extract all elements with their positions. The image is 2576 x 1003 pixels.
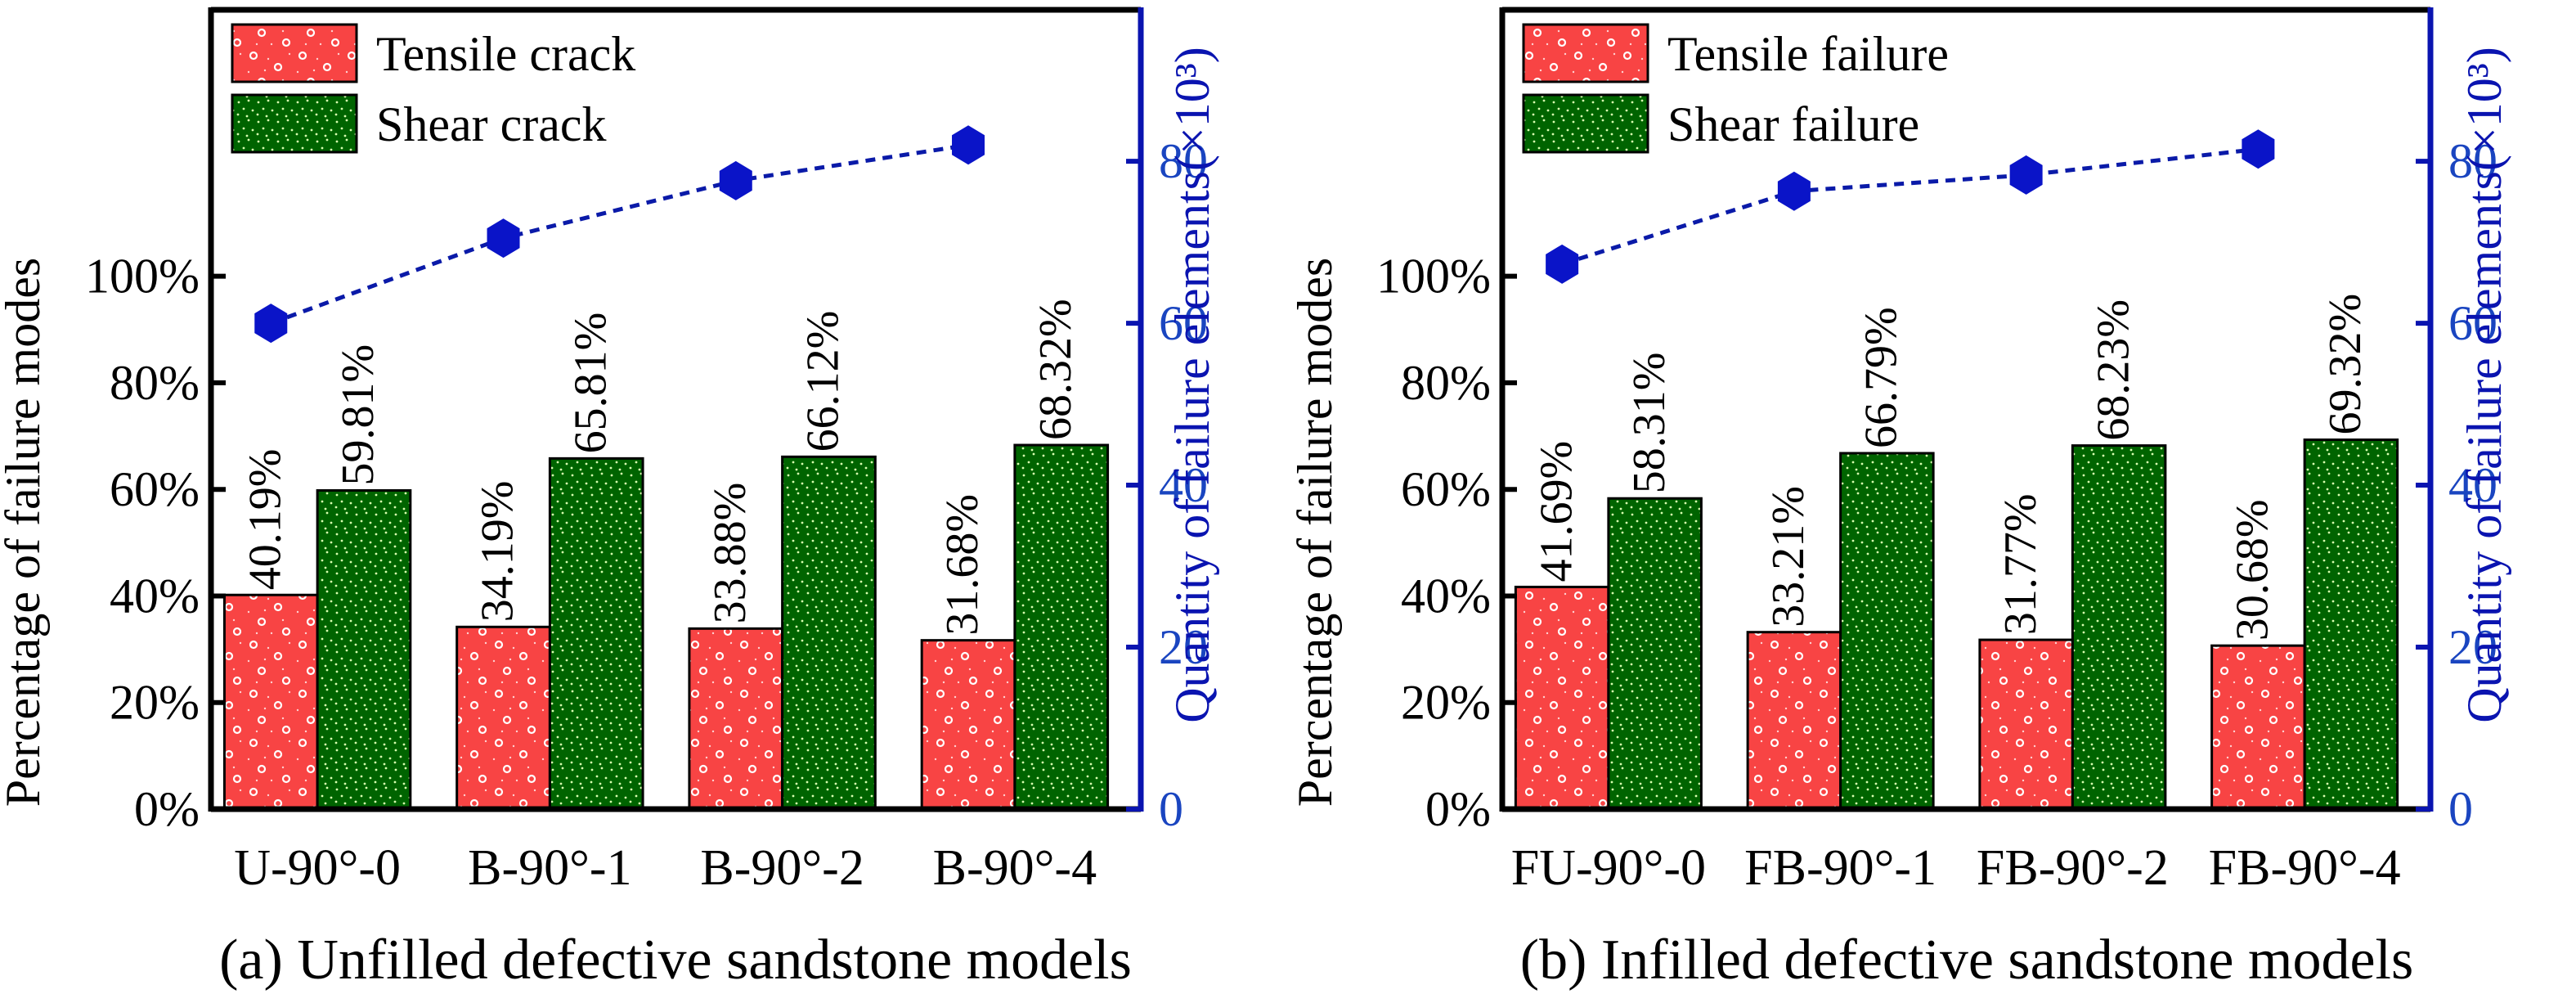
bar-value-label: 66.79% bbox=[1856, 307, 1907, 448]
left-tick-label: 40% bbox=[1401, 569, 1491, 623]
right-tick-label: 20 bbox=[1159, 620, 1208, 674]
panel-b: 41.69% 33.21% 31.77% 30.68% 58.31% 66.79% 68.2… bbox=[1288, 7, 2511, 992]
tensile-bar bbox=[1514, 585, 1610, 811]
left-axis-title: Percentage of failure modes bbox=[0, 258, 50, 807]
bar-value-label: 40.19% bbox=[240, 449, 290, 591]
left-tick-label: 20% bbox=[1401, 676, 1491, 730]
bar-value-label: 31.68% bbox=[937, 494, 988, 636]
right-tick-label: 40 bbox=[1159, 458, 1208, 512]
bar-value-label: 33.21% bbox=[1763, 486, 1814, 627]
bar-value-label: 58.31% bbox=[1624, 353, 1675, 494]
panel-caption: (b) Infilled defective sandstone models bbox=[1520, 929, 2413, 992]
right-axis-title: Quantity of failure elements(×10³) bbox=[1165, 47, 1219, 723]
quantity-line bbox=[270, 142, 969, 326]
panel-caption: (a) Unfilled defective sandstone models bbox=[219, 929, 1132, 992]
quantity-marker bbox=[719, 160, 752, 200]
shear-bar bbox=[781, 455, 877, 811]
tensile-bar bbox=[1978, 638, 2074, 811]
bar-value-label: 68.32% bbox=[1030, 299, 1081, 440]
shear-bar bbox=[2303, 438, 2399, 811]
shear-bar bbox=[1839, 452, 1935, 811]
quantity-marker bbox=[487, 218, 520, 259]
shear-bar bbox=[1013, 443, 1110, 811]
left-tick-label: 0% bbox=[1425, 782, 1491, 836]
shear-bar bbox=[316, 488, 412, 811]
category-label: FU-90°-0 bbox=[1511, 840, 1706, 896]
legend-swatch-tensile bbox=[231, 23, 358, 83]
right-tick-label: 60 bbox=[2448, 296, 2497, 350]
category-label: B-90°-2 bbox=[700, 840, 864, 896]
category-label: FB-90°-1 bbox=[1744, 840, 1936, 896]
legend-label-tensile: Tensile failure bbox=[1667, 27, 1949, 81]
left-tick-label: 0% bbox=[134, 782, 200, 836]
legend-swatch-shear bbox=[231, 93, 358, 154]
right-tick-label: 20 bbox=[2448, 620, 2497, 674]
left-tick-label: 80% bbox=[110, 356, 200, 410]
category-label: B-90°-1 bbox=[468, 840, 631, 896]
quantity-marker bbox=[1546, 244, 1579, 284]
left-tick-label: 60% bbox=[1401, 462, 1491, 516]
bar-value-label: 65.81% bbox=[565, 313, 616, 454]
right-tick-label: 40 bbox=[2448, 458, 2497, 512]
bar-value-label: 59.81% bbox=[333, 344, 384, 486]
category-label: FB-90°-4 bbox=[2209, 840, 2401, 896]
tensile-bar bbox=[2210, 644, 2306, 811]
right-tick-label: 80 bbox=[1159, 134, 1208, 188]
tensile-bar bbox=[1746, 631, 1842, 811]
left-tick-label: 80% bbox=[1401, 356, 1491, 410]
legend-label-shear: Shear failure bbox=[1667, 97, 1919, 151]
bar-value-label: 33.88% bbox=[705, 483, 756, 624]
left-axis-title: Percentage of failure modes bbox=[1288, 258, 1342, 807]
panel-a: 40.19% 34.19% 33.88% 31.68% 59.81% 65.81% 66.1… bbox=[0, 7, 1219, 992]
right-tick-label: 0 bbox=[1159, 782, 1183, 836]
tensile-bar bbox=[920, 639, 1016, 811]
bar-value-label: 30.68% bbox=[2228, 500, 2278, 641]
right-tick-label: 60 bbox=[1159, 296, 1208, 350]
right-tick-label: 80 bbox=[2448, 134, 2497, 188]
tensile-bar bbox=[456, 625, 551, 811]
bar-value-label: 69.32% bbox=[2320, 294, 2371, 435]
left-tick-label: 60% bbox=[110, 462, 200, 516]
shear-bar bbox=[2071, 444, 2167, 811]
tensile-bar bbox=[222, 593, 319, 811]
left-tick-label: 40% bbox=[110, 569, 200, 623]
left-tick-label: 100% bbox=[1376, 250, 1491, 304]
legend-swatch-tensile bbox=[1522, 23, 1649, 83]
bar-value-label: 68.23% bbox=[2088, 299, 2138, 441]
left-tick-label: 20% bbox=[110, 676, 200, 730]
shear-bar bbox=[1607, 497, 1703, 811]
bar-value-label: 31.77% bbox=[1995, 493, 2046, 635]
right-tick-label: 0 bbox=[2448, 782, 2473, 836]
quantity-line bbox=[1561, 146, 2259, 267]
quantity-marker bbox=[952, 125, 985, 165]
quantity-marker bbox=[2009, 155, 2043, 195]
quantity-marker bbox=[1777, 171, 1811, 211]
left-tick-label: 100% bbox=[85, 250, 200, 304]
bar-value-label: 41.69% bbox=[1531, 441, 1582, 582]
right-axis-title: Quantity of failure elements(×10³) bbox=[2457, 47, 2511, 723]
category-label: FB-90°-2 bbox=[1977, 840, 2169, 896]
quantity-marker bbox=[2242, 129, 2275, 169]
shear-bar bbox=[548, 457, 644, 811]
quantity-marker bbox=[254, 304, 288, 344]
category-label: U-90°-0 bbox=[234, 840, 401, 896]
legend-label-shear: Shear crack bbox=[376, 97, 606, 151]
bar-value-label: 66.12% bbox=[798, 311, 849, 452]
legend-swatch-shear bbox=[1522, 93, 1649, 154]
tensile-bar bbox=[688, 627, 784, 811]
bar-value-label: 34.19% bbox=[473, 481, 523, 623]
legend-label-tensile: Tensile crack bbox=[376, 27, 635, 81]
category-label: B-90°-4 bbox=[933, 840, 1097, 896]
